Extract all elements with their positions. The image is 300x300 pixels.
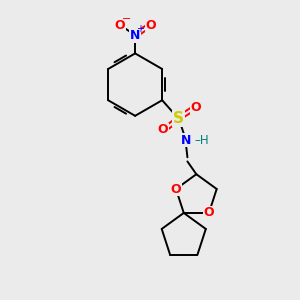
Text: O: O	[114, 19, 125, 32]
Text: –H: –H	[195, 134, 209, 146]
Text: N: N	[181, 134, 191, 146]
Text: S: S	[173, 111, 184, 126]
Text: −: −	[122, 14, 131, 24]
Text: O: O	[171, 182, 181, 196]
Text: O: O	[145, 19, 156, 32]
Text: N: N	[130, 29, 140, 42]
Text: +: +	[136, 24, 144, 34]
Text: O: O	[204, 206, 214, 219]
Text: O: O	[190, 101, 201, 114]
Text: O: O	[158, 123, 168, 136]
